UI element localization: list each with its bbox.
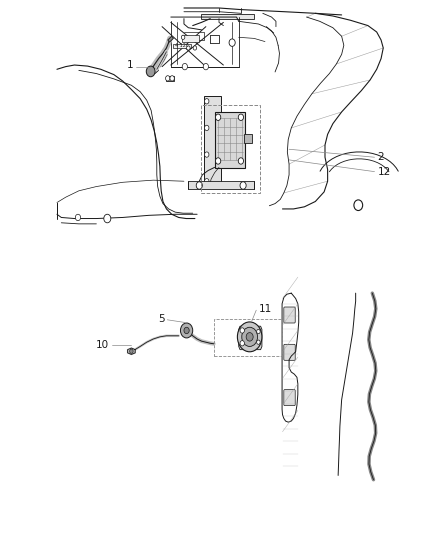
Circle shape — [170, 76, 174, 81]
Polygon shape — [182, 35, 199, 42]
Polygon shape — [127, 348, 135, 354]
Circle shape — [205, 99, 209, 104]
Circle shape — [180, 323, 193, 338]
Polygon shape — [168, 36, 173, 42]
Polygon shape — [204, 96, 221, 187]
Circle shape — [215, 158, 221, 164]
Text: 1: 1 — [127, 60, 134, 70]
Circle shape — [196, 182, 202, 189]
Circle shape — [238, 158, 244, 164]
Bar — [201, 105, 260, 193]
Polygon shape — [215, 112, 245, 168]
Circle shape — [104, 214, 111, 223]
Polygon shape — [201, 14, 254, 19]
Circle shape — [205, 125, 209, 131]
Text: 4 12c: 4 12c — [175, 43, 188, 49]
Circle shape — [240, 182, 246, 189]
Text: 2: 2 — [378, 152, 384, 162]
Circle shape — [215, 114, 221, 120]
Circle shape — [187, 46, 190, 50]
Polygon shape — [162, 53, 166, 59]
Circle shape — [238, 114, 244, 120]
Text: 5: 5 — [158, 314, 165, 324]
Circle shape — [166, 76, 170, 81]
Circle shape — [240, 328, 244, 333]
Circle shape — [182, 63, 187, 70]
Circle shape — [203, 63, 208, 70]
Circle shape — [193, 46, 197, 50]
Circle shape — [205, 152, 209, 157]
Text: 12: 12 — [378, 167, 391, 176]
Polygon shape — [239, 326, 262, 350]
Circle shape — [240, 341, 244, 346]
Circle shape — [229, 39, 235, 46]
Bar — [214, 319, 282, 356]
Circle shape — [146, 66, 155, 77]
FancyBboxPatch shape — [284, 390, 295, 406]
Circle shape — [257, 340, 260, 344]
Polygon shape — [188, 181, 254, 189]
Circle shape — [75, 214, 81, 221]
Circle shape — [257, 329, 260, 334]
Polygon shape — [173, 44, 191, 48]
Polygon shape — [166, 76, 174, 81]
Text: 11: 11 — [258, 304, 272, 313]
Circle shape — [246, 333, 253, 341]
Circle shape — [205, 179, 209, 184]
Circle shape — [354, 200, 363, 211]
FancyBboxPatch shape — [284, 307, 295, 323]
Circle shape — [181, 35, 185, 39]
Circle shape — [237, 322, 262, 352]
FancyBboxPatch shape — [284, 344, 295, 360]
Circle shape — [242, 327, 258, 346]
Polygon shape — [153, 68, 159, 74]
Text: 10: 10 — [95, 341, 109, 350]
Circle shape — [130, 349, 133, 353]
Circle shape — [184, 327, 189, 334]
Polygon shape — [244, 134, 252, 143]
